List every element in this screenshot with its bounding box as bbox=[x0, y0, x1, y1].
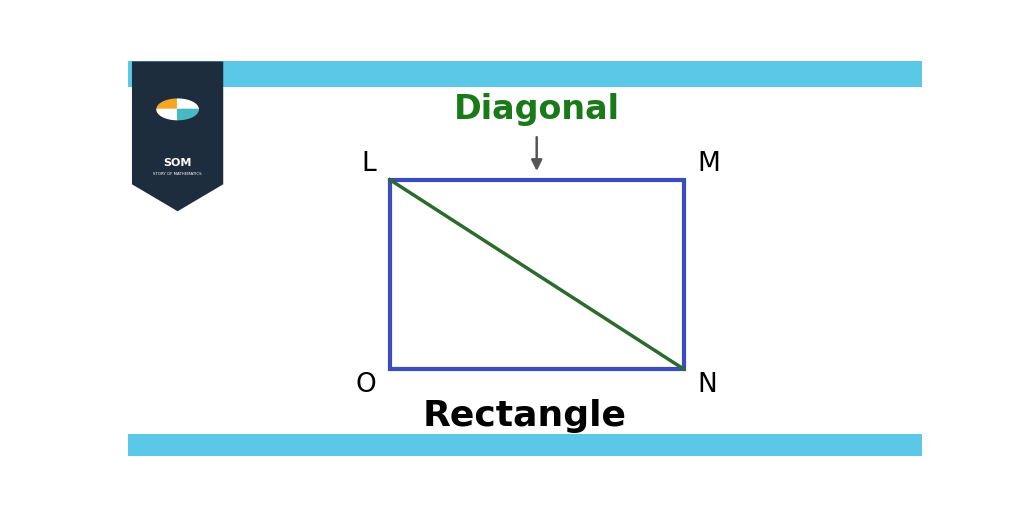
Bar bbox=[128, 61, 922, 87]
Text: O: O bbox=[355, 372, 376, 397]
Polygon shape bbox=[177, 110, 199, 120]
Text: M: M bbox=[697, 151, 720, 177]
Text: Rectangle: Rectangle bbox=[423, 399, 627, 433]
Bar bbox=[128, 434, 922, 456]
Polygon shape bbox=[132, 61, 223, 211]
Text: L: L bbox=[361, 151, 376, 177]
Text: STORY OF MATHEMATICS: STORY OF MATHEMATICS bbox=[154, 173, 202, 176]
Text: SOM: SOM bbox=[164, 158, 191, 168]
Text: Diagonal: Diagonal bbox=[454, 94, 620, 126]
Polygon shape bbox=[177, 99, 199, 110]
Text: N: N bbox=[697, 372, 717, 397]
Polygon shape bbox=[157, 110, 177, 120]
Polygon shape bbox=[157, 99, 177, 110]
